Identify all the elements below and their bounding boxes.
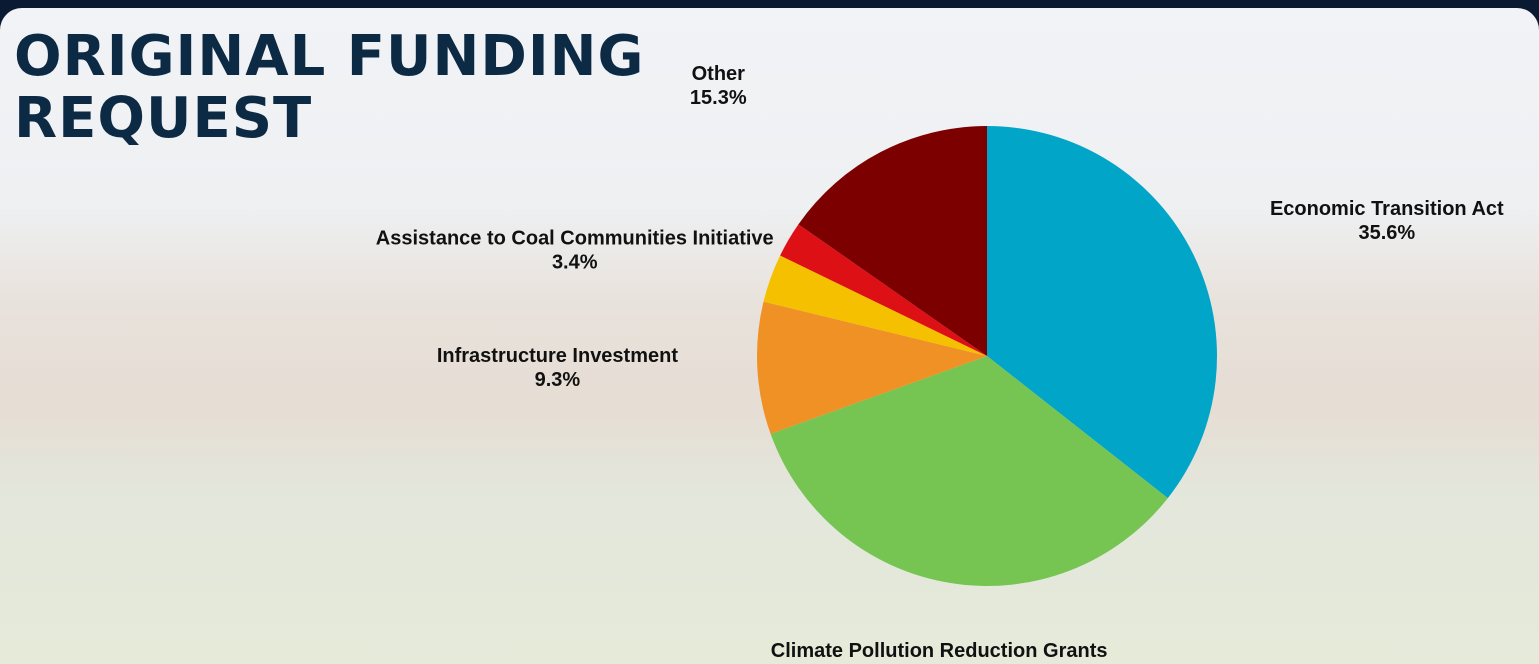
pie-slice (770, 356, 1168, 586)
slice-label: Climate Pollution Reduction Grants (771, 640, 1108, 662)
pie-slice (763, 255, 987, 356)
slice-label: Infrastructure Investment (437, 345, 679, 367)
slice-label: Other (692, 63, 746, 85)
pie-slice (757, 301, 987, 434)
slice-value-label: 15.3% (690, 87, 747, 109)
slice-value-label: 35.6% (1358, 222, 1415, 244)
slice-value-label: 3.4% (552, 251, 598, 273)
pie-slice (798, 126, 987, 356)
slice-label: Assistance to Coal Communities Initiativ… (376, 227, 774, 249)
chart-title: ORIGINAL FUNDING REQUEST (14, 24, 645, 151)
slice-label: Economic Transition Act (1270, 198, 1504, 220)
slice-value-label: 9.3% (535, 369, 581, 391)
pie-slice (780, 224, 987, 356)
pie-slice (987, 126, 1217, 499)
